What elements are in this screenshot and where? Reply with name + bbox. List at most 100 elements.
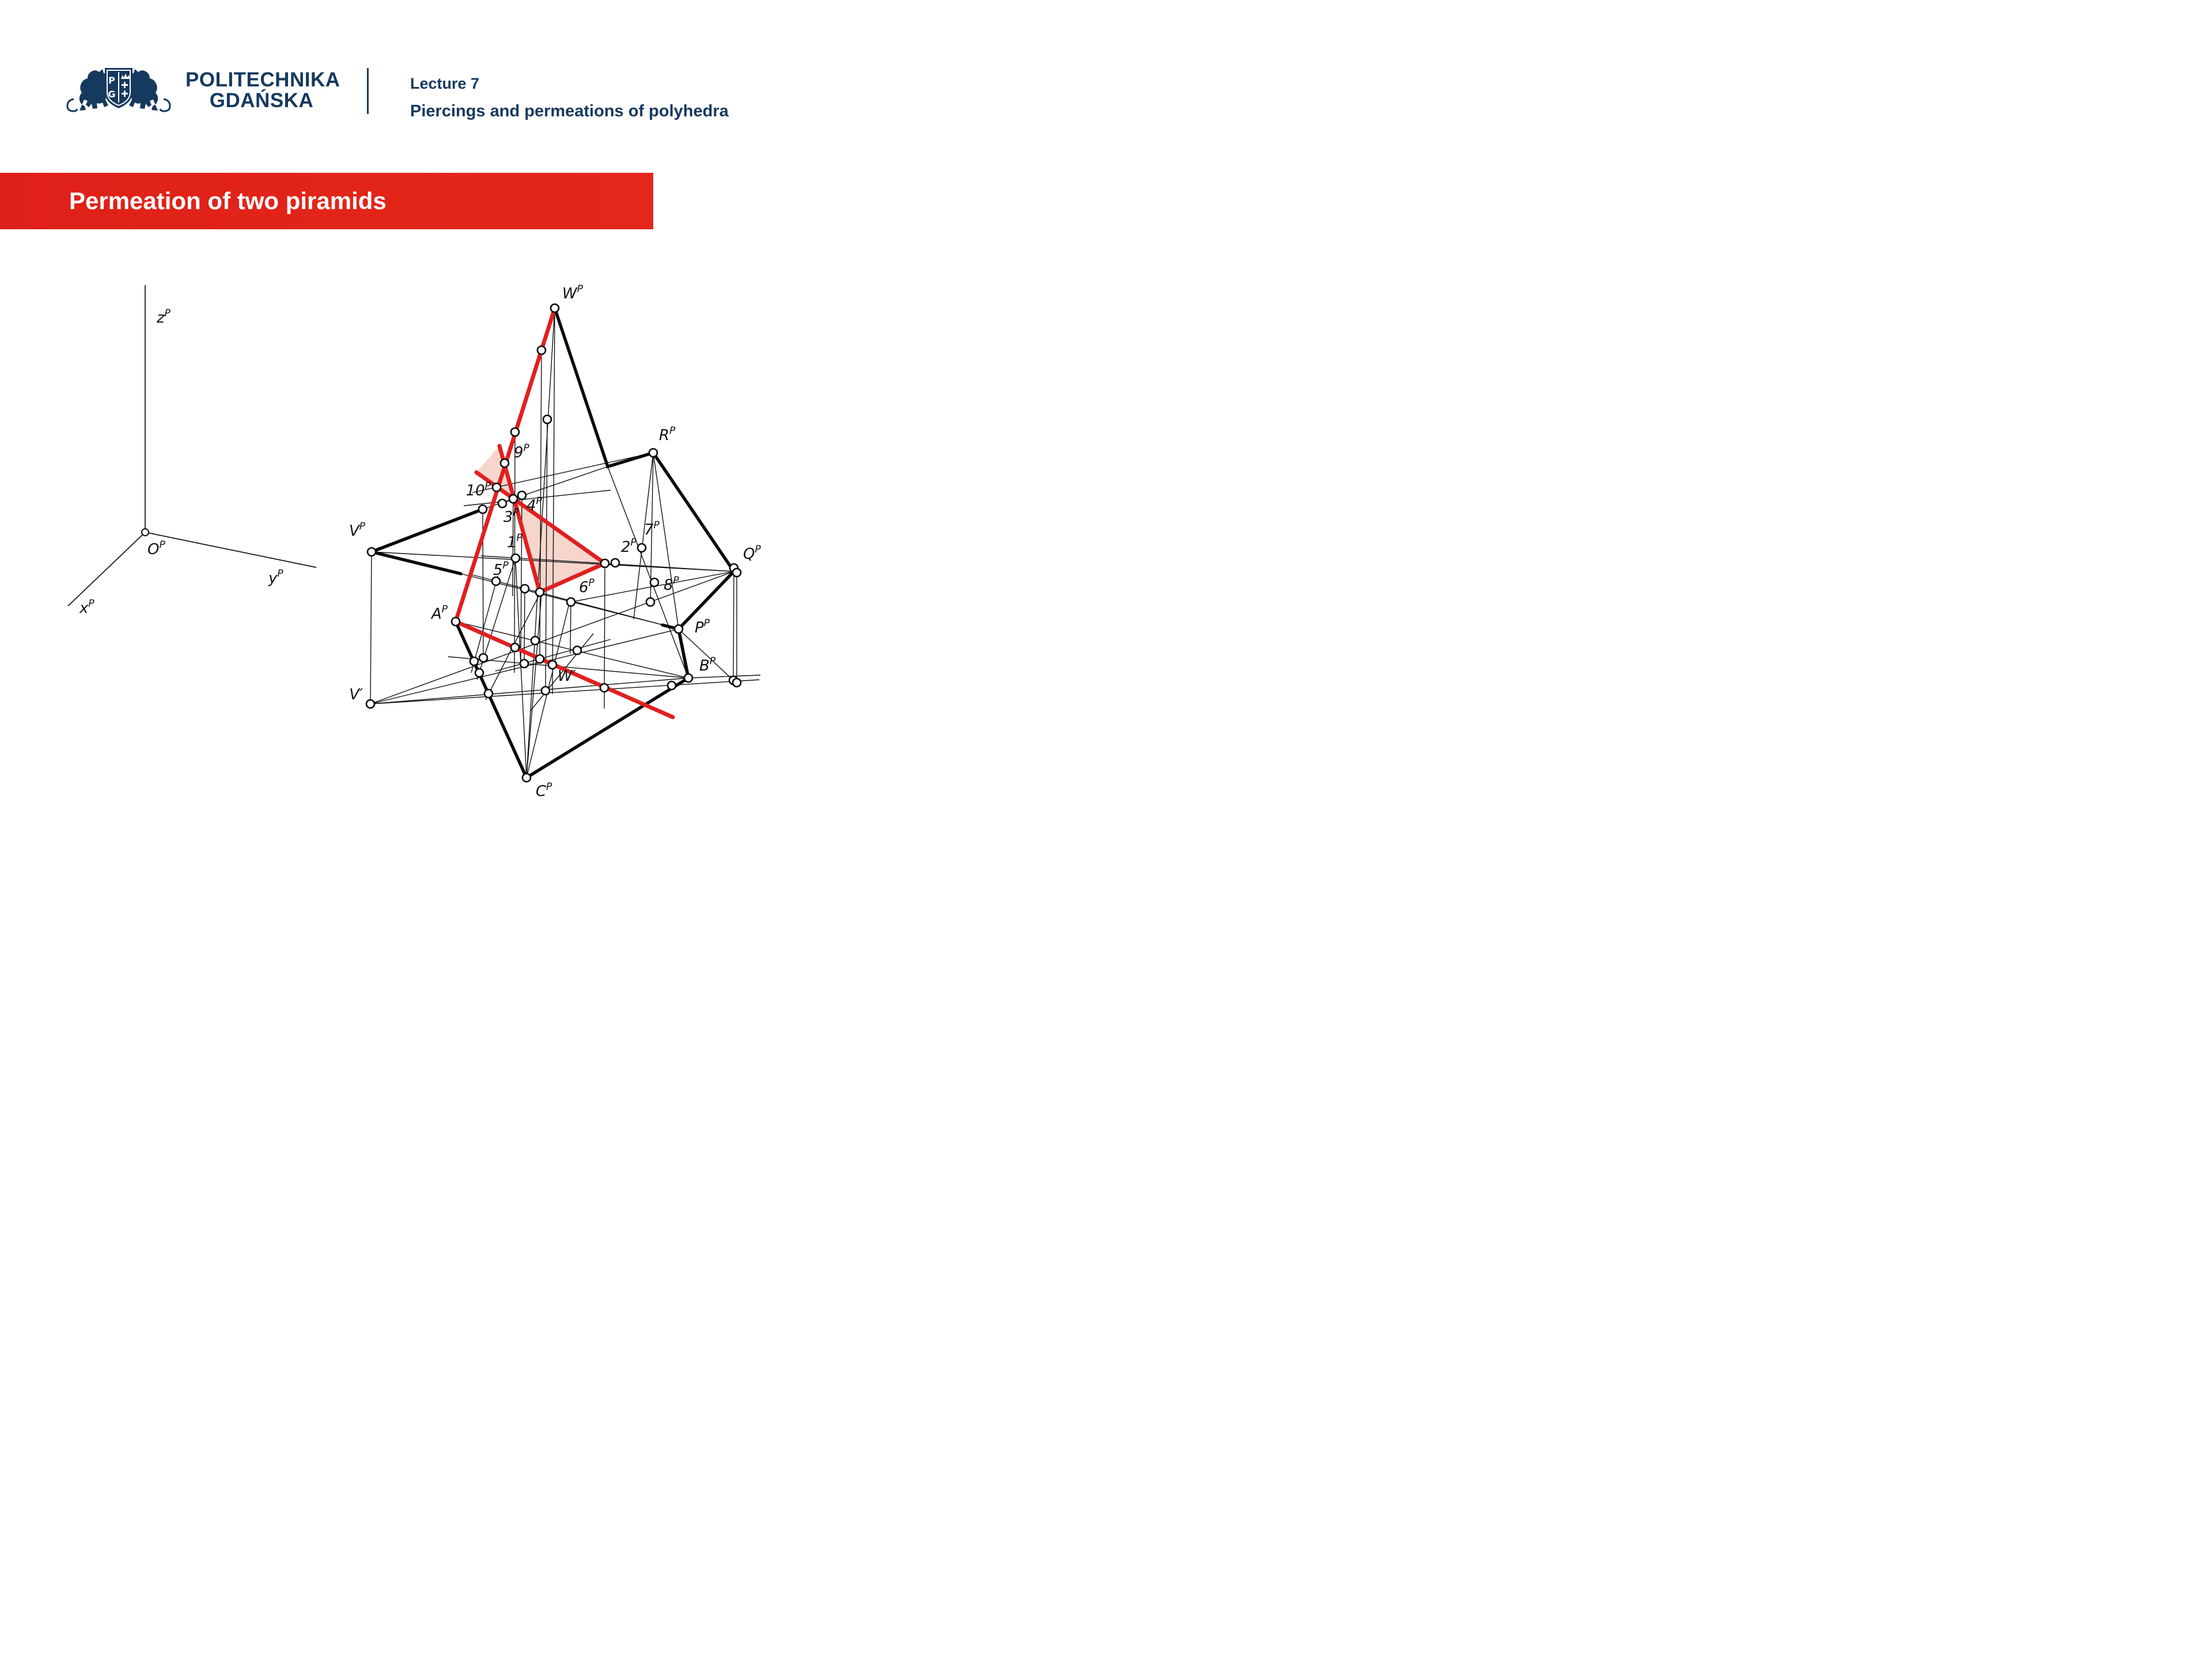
- header-divider: [367, 68, 369, 114]
- point-v: [366, 547, 377, 557]
- edge-p-b: [677, 627, 690, 680]
- label-r: RP: [659, 425, 676, 444]
- helper-point: [732, 677, 742, 688]
- logo-letter-g: G: [108, 89, 115, 100]
- point-10: [491, 482, 502, 493]
- section-line-3: [537, 561, 607, 594]
- coordinate-axes: [67, 285, 317, 607]
- point-labels: WP RP QP VP AP BP CP PP W′ V′ 1P 2P 3P 4…: [349, 283, 762, 800]
- axis-label-o: OP: [147, 539, 165, 558]
- label-q: QP: [743, 544, 761, 563]
- label-3: 3P: [503, 507, 520, 526]
- helper-point: [478, 653, 488, 663]
- label-6: 6P: [579, 577, 595, 596]
- helper-point: [540, 685, 551, 696]
- helper-point: [469, 656, 479, 666]
- helper-point: [483, 688, 494, 699]
- label-7: 7P: [644, 520, 660, 539]
- logo-lion-right-icon: [126, 69, 171, 112]
- helper-point: [535, 587, 545, 597]
- helper-point: [599, 683, 609, 693]
- axis-y: [145, 532, 317, 568]
- axis-x: [67, 532, 146, 607]
- point-1: [510, 553, 521, 563]
- point-5: [491, 576, 501, 586]
- lecture-number: Lecture 7: [410, 75, 480, 92]
- trace-a-red: [453, 619, 675, 719]
- helper-point: [510, 642, 520, 653]
- pyramid-edges: [370, 306, 736, 780]
- lecture-title: Piercings and permeations of polyhedra: [410, 102, 729, 120]
- section-banner: Permeation of two piramids: [0, 173, 653, 229]
- point-2b: [610, 558, 620, 568]
- section-fills: [476, 446, 605, 592]
- helper-point: [497, 498, 507, 509]
- label-2: 2P: [621, 537, 637, 556]
- point-q2: [732, 567, 742, 578]
- university-name-line2: GDAŃSKA: [209, 89, 314, 112]
- edge-v-r-visible: [370, 507, 484, 554]
- label-w-prime: W′: [558, 668, 576, 685]
- label-8: 8P: [664, 575, 680, 594]
- helper-point: [572, 645, 582, 656]
- logo-cross-icon: [122, 82, 128, 97]
- point-p: [673, 624, 684, 634]
- university-logo: P G: [66, 68, 171, 112]
- axis-label-z: zP: [156, 308, 171, 327]
- helper-point: [666, 680, 677, 691]
- point-4: [517, 490, 527, 501]
- helper-point: [519, 658, 529, 669]
- axis-labels: zP OP yP xP: [79, 308, 283, 617]
- helper-point: [535, 654, 545, 664]
- edge-v-p-visible: [370, 550, 463, 575]
- helper-point: [510, 427, 520, 437]
- helper-point: [520, 584, 530, 594]
- label-c: CP: [536, 781, 552, 800]
- helper-point: [478, 504, 488, 514]
- axis-label-x: xP: [79, 598, 94, 617]
- point-c: [521, 772, 532, 783]
- point-3: [508, 494, 518, 504]
- point-6: [566, 597, 576, 607]
- point-w-prime: [547, 660, 558, 670]
- piercing-lines: [453, 306, 675, 719]
- label-10: 10P: [466, 480, 491, 499]
- logo-letter-p: P: [108, 75, 115, 86]
- point-a: [450, 616, 461, 627]
- helper-point: [530, 635, 540, 646]
- helper-point: [536, 345, 547, 355]
- label-w: WP: [562, 283, 584, 302]
- point-8: [649, 577, 660, 588]
- point-w: [550, 303, 560, 313]
- section-triangle-fill: [514, 497, 605, 592]
- label-9: 9P: [514, 442, 530, 461]
- axis-label-y: yP: [268, 568, 283, 587]
- point-b: [683, 673, 694, 683]
- diagram-points: [365, 303, 742, 783]
- section-title: Permeation of two piramids: [69, 187, 387, 214]
- label-b: BP: [699, 656, 716, 675]
- label-v-prime: V′: [349, 686, 363, 703]
- label-p: PP: [695, 618, 710, 637]
- axis-origin: [141, 528, 149, 536]
- pyramid-w-outline: [454, 306, 736, 780]
- geometry-diagram: zP OP yP xP WP RP QP VP AP BP CP PP W′ V…: [67, 283, 762, 800]
- point-r: [648, 448, 658, 458]
- helper-point: [542, 414, 552, 425]
- label-v: VP: [349, 521, 366, 540]
- helper-point: [645, 597, 656, 607]
- university-name-line1: POLITECHNIKA: [185, 69, 340, 91]
- logo-crown-icon: [121, 73, 130, 79]
- point-7: [637, 543, 647, 553]
- helper-point: [474, 668, 484, 678]
- logo-shield-icon: P G: [105, 68, 132, 108]
- section-line-1: [497, 444, 542, 594]
- section-wedge-fill: [476, 446, 514, 497]
- point-9: [499, 458, 510, 468]
- point-v-prime: [365, 699, 376, 709]
- label-a: AP: [430, 604, 448, 623]
- label-4: 4P: [527, 495, 543, 514]
- logo-lion-left-icon: [66, 69, 112, 112]
- label-1: 1P: [507, 532, 523, 551]
- university-name: POLITECHNIKA GDAŃSKA: [185, 69, 340, 112]
